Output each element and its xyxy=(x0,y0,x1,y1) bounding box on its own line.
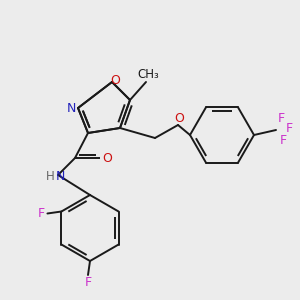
Text: O: O xyxy=(174,112,184,124)
Text: F: F xyxy=(38,207,45,220)
Text: CH₃: CH₃ xyxy=(137,68,159,82)
Text: F: F xyxy=(84,275,92,289)
Text: O: O xyxy=(110,74,120,88)
Text: N: N xyxy=(66,103,76,116)
Text: F: F xyxy=(278,112,285,124)
Text: F: F xyxy=(279,134,286,148)
Text: F: F xyxy=(285,122,292,136)
Text: N: N xyxy=(55,169,65,182)
Text: O: O xyxy=(102,152,112,166)
Text: H: H xyxy=(46,169,54,182)
